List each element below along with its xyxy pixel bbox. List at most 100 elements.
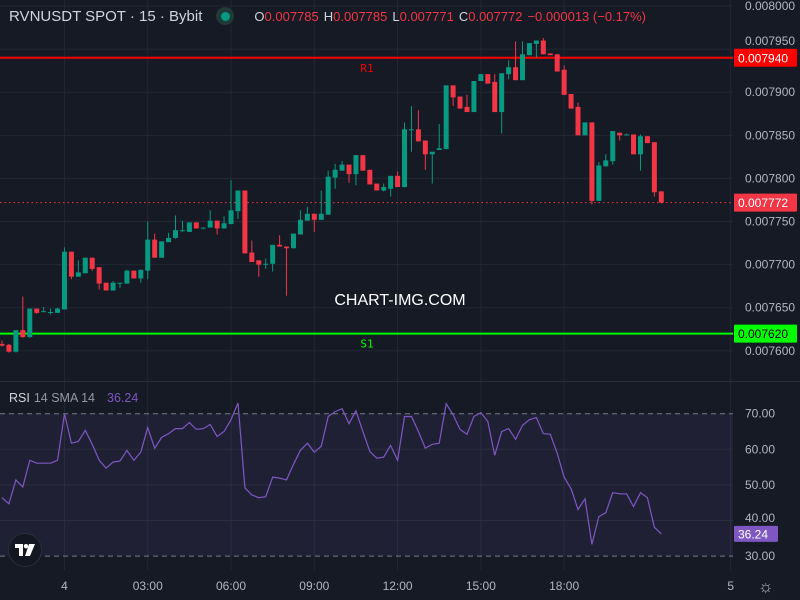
candle-body	[96, 267, 102, 284]
candle-body	[624, 134, 630, 136]
candle-body	[89, 257, 95, 269]
level-label-r1: R1	[360, 62, 373, 75]
candle-body	[457, 96, 463, 109]
candle-body	[443, 85, 449, 150]
candle-body	[422, 140, 428, 155]
candle	[415, 110, 421, 142]
candle-body	[68, 251, 74, 277]
candle	[110, 281, 116, 291]
symbol-title[interactable]: RVNUSDT SPOT · 15 · Bybit	[9, 7, 203, 25]
candle-body	[200, 227, 206, 229]
candle-body	[589, 122, 595, 201]
candle-body	[270, 244, 276, 264]
candle	[304, 206, 310, 221]
close-label: C	[458, 8, 469, 24]
rsi-legend[interactable]: RSI 14 SMA 14 36.24	[9, 391, 138, 405]
price-axis-label: 0.007900	[745, 85, 795, 99]
candle-body	[117, 282, 123, 284]
price-axis-label: 0.008000	[745, 0, 795, 13]
candle	[457, 96, 463, 109]
candle-body	[513, 67, 519, 81]
candle-body	[13, 330, 19, 352]
candle	[631, 134, 637, 155]
candle	[360, 155, 366, 171]
candle-body	[82, 257, 88, 274]
candle	[499, 73, 505, 134]
candle	[159, 241, 165, 258]
candle	[506, 60, 512, 80]
chart-header: RVNUSDT SPOT · 15 · Bybit O 0.007785 H 0…	[9, 6, 646, 26]
price-axis-label: 0.007700	[745, 258, 795, 272]
candle-body	[61, 251, 67, 310]
candle-body	[388, 175, 394, 189]
candle	[325, 170, 331, 215]
candle	[520, 41, 525, 81]
candle	[471, 81, 477, 113]
candle-body	[499, 73, 505, 113]
time-axis-label: 4	[61, 579, 68, 593]
price-axis-label: 0.007800	[745, 171, 795, 185]
candle	[89, 257, 95, 271]
candle-body	[159, 241, 165, 258]
rsi-axis-label: 40.00	[745, 511, 775, 525]
candle	[96, 267, 102, 290]
candle-body	[485, 74, 491, 84]
candle	[55, 307, 61, 313]
rsi-name: RSI	[9, 391, 30, 405]
candle	[533, 40, 539, 58]
level-price-tag-s1: 0.007620	[738, 327, 788, 341]
level-price-tag-s1-box	[734, 324, 797, 343]
candle	[450, 85, 456, 107]
candle	[270, 244, 276, 272]
candle	[48, 308, 54, 315]
candle	[117, 282, 123, 288]
candle	[290, 233, 296, 249]
candle-body	[554, 54, 560, 72]
candle-body	[520, 54, 525, 81]
candle	[575, 102, 581, 136]
candle	[27, 308, 33, 338]
candle	[624, 133, 630, 136]
candle-body	[27, 308, 33, 338]
candle	[242, 190, 248, 254]
candle-body	[415, 129, 421, 142]
rsi-axis-label: 30.00	[745, 549, 775, 563]
candle-body	[6, 344, 12, 352]
time-axis-label: 18:00	[549, 579, 579, 593]
candle	[179, 220, 185, 232]
candle-body	[242, 190, 248, 254]
candle-body	[0, 343, 5, 346]
tradingview-logo-icon[interactable]	[8, 533, 42, 567]
candle	[41, 306, 47, 313]
candle	[540, 37, 546, 55]
candle	[186, 222, 192, 232]
candle-body	[318, 213, 324, 220]
candle	[582, 122, 588, 136]
candle	[388, 175, 394, 197]
candle-body	[277, 244, 283, 247]
candle-body	[568, 93, 574, 109]
candle	[207, 210, 213, 228]
candle	[617, 132, 623, 141]
candle	[367, 169, 373, 185]
gear-icon[interactable]: ☼	[758, 577, 774, 596]
candle	[131, 270, 137, 279]
candle-body	[290, 233, 296, 249]
candle-body	[138, 269, 144, 279]
ohlc-readout: O 0.007785 H 0.007785 L 0.007771 C 0.007…	[249, 9, 646, 24]
candle	[603, 154, 609, 167]
candle	[381, 183, 387, 192]
rsi-line	[1, 402, 662, 545]
time-axis-label: 03:00	[133, 579, 163, 593]
candles	[0, 37, 664, 353]
candle	[422, 140, 428, 170]
last-price-tag-box	[734, 193, 797, 212]
open-label: O	[254, 8, 265, 24]
candle	[332, 163, 338, 189]
candle	[596, 162, 602, 201]
candle	[568, 93, 574, 109]
rsi-axis-label: 50.00	[745, 478, 775, 492]
time-axis-label: 12:00	[383, 579, 413, 593]
candle	[443, 85, 449, 150]
